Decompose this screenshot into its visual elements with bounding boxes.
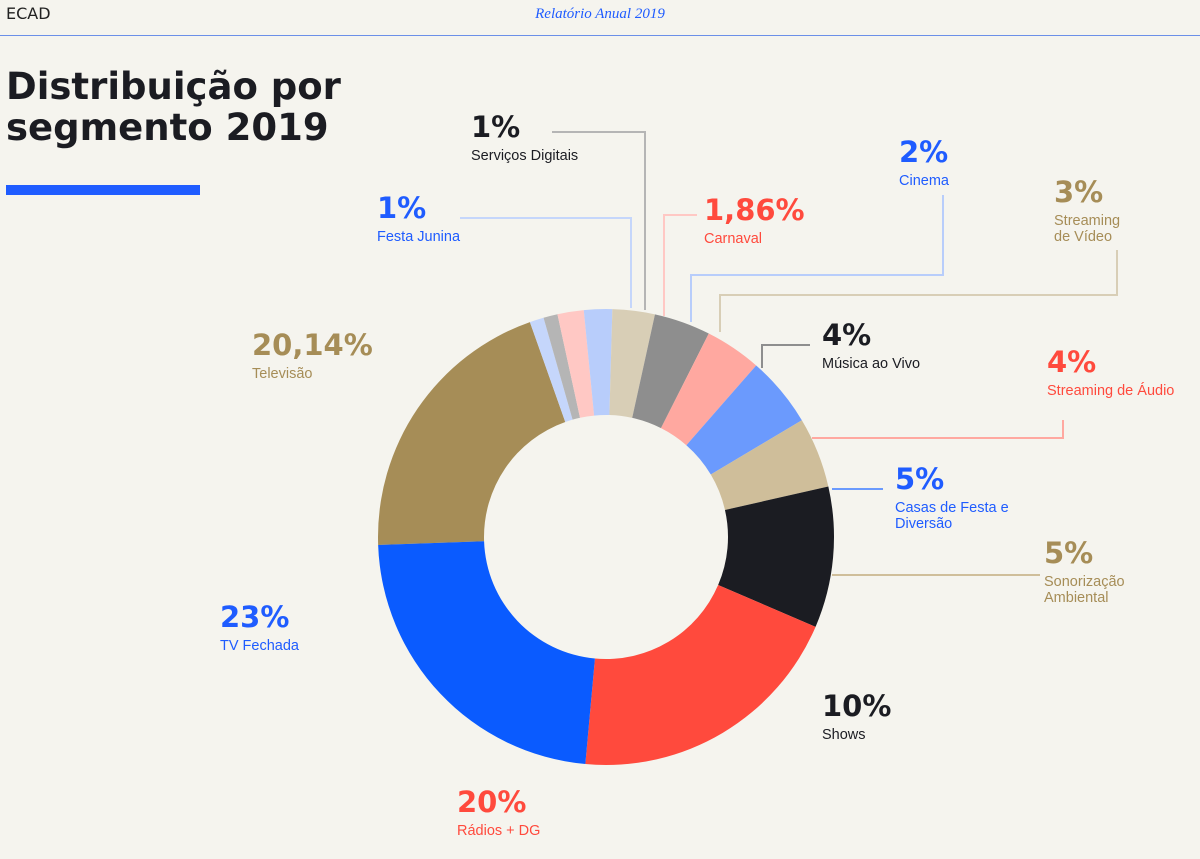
value-label-carnaval: 1,86%: [704, 193, 805, 227]
slice-televisao: [378, 322, 566, 545]
slice-cinema: [583, 308, 613, 416]
page-title: Distribuição por segmento 2019: [6, 65, 341, 149]
label-group-tv-fechada: 23% TV Fechada: [220, 600, 300, 654]
category-label-televisao: Televisão: [252, 366, 312, 382]
category-label-servicos-digitais: Serviços Digitais: [471, 148, 578, 164]
category-label-radios-dg: Rádios + DG: [457, 823, 540, 839]
value-label-cinema: 2%: [899, 135, 948, 169]
leader-line-festa-junina: [460, 217, 632, 308]
label-group-shows: 10% Shows: [822, 689, 891, 743]
leader-line-cinema: [690, 195, 944, 322]
leader-line-carnaval: [663, 214, 697, 316]
title-accent-bar: [6, 185, 200, 195]
category-label-casas-de-festa-e-diversao-1: Casas de Festa e: [895, 500, 1009, 516]
value-label-festa-junina: 1%: [377, 191, 426, 225]
label-group-streaming-de-audio: 4% Streaming de Áudio: [1047, 345, 1174, 399]
value-label-shows: 10%: [822, 689, 891, 723]
label-group-carnaval: 1,86% Carnaval: [704, 193, 805, 247]
header-divider: [0, 35, 1200, 36]
category-label-sonorizacao-ambiental-1: Sonorização: [1044, 574, 1125, 590]
ecad-logo: ECAD: [6, 4, 51, 23]
value-label-streaming-de-video: 3%: [1054, 175, 1103, 209]
category-label-cinema: Cinema: [899, 173, 950, 189]
label-group-festa-junina: 1% Festa Junina: [377, 191, 461, 245]
category-label-carnaval: Carnaval: [704, 231, 762, 247]
category-label-musica-ao-vivo: Música ao Vivo: [822, 356, 920, 372]
slice-servicos-digitais: [543, 314, 581, 420]
label-group-radios-dg: 20% Rádios + DG: [457, 785, 540, 839]
leader-line-streaming-de-video: [719, 250, 1118, 332]
label-group-cinema: 2% Cinema: [899, 135, 950, 189]
label-group-servicos-digitais: 1% Serviços Digitais: [471, 110, 578, 164]
slice-streaming-de-video: [609, 309, 655, 418]
slice-festa-junina: [529, 317, 573, 422]
slice-sonorizacao-ambiental: [710, 420, 829, 510]
label-group-televisao: 20,14% Televisão: [252, 328, 373, 382]
slice-tv-fechada: [378, 541, 595, 765]
leader-line-servicos-digitais: [552, 131, 646, 310]
slice-musica-ao-vivo: [632, 314, 709, 429]
label-group-musica-ao-vivo: 4% Música ao Vivo: [822, 318, 920, 372]
value-label-streaming-de-audio: 4%: [1047, 345, 1096, 379]
value-label-tv-fechada: 23%: [220, 600, 289, 634]
slice-streaming-de-audio: [661, 333, 757, 446]
value-label-radios-dg: 20%: [457, 785, 526, 819]
leader-line-musica-ao-vivo: [761, 344, 810, 368]
value-label-servicos-digitais: 1%: [471, 110, 520, 144]
slice-radios-dg: [585, 585, 816, 765]
category-label-streaming-de-video-2: de Vídeo: [1054, 229, 1112, 245]
report-title: Relatório Anual 2019: [535, 6, 665, 22]
category-label-streaming-de-audio: Streaming de Áudio: [1047, 382, 1174, 399]
slice-carnaval: [557, 310, 595, 418]
value-label-casas-de-festa-e-diversao: 5%: [895, 462, 944, 496]
category-label-streaming-de-video-1: Streaming: [1054, 213, 1120, 229]
value-label-musica-ao-vivo: 4%: [822, 318, 871, 352]
leader-line-streaming-de-audio: [812, 420, 1064, 439]
value-label-televisao: 20,14%: [252, 328, 373, 362]
slice-casas-de-festa-e-diversao: [686, 365, 802, 475]
category-label-sonorizacao-ambiental-2: Ambiental: [1044, 590, 1108, 606]
category-label-festa-junina: Festa Junina: [377, 229, 461, 245]
slice-shows: [718, 486, 834, 627]
value-label-sonorizacao-ambiental: 5%: [1044, 536, 1093, 570]
category-label-casas-de-festa-e-diversao-2: Diversão: [895, 516, 952, 532]
category-label-shows: Shows: [822, 727, 866, 743]
category-label-tv-fechada: TV Fechada: [220, 638, 300, 654]
